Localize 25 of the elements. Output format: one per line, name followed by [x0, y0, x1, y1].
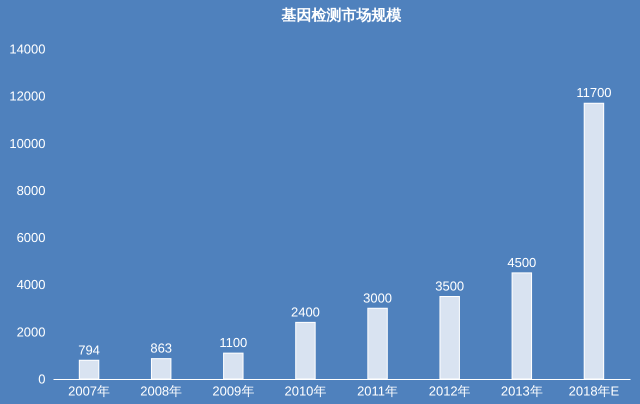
- x-tick-label: 2007年: [68, 384, 110, 398]
- x-tick-label: 2018年E: [568, 384, 620, 398]
- x-tick-label: 2008年: [140, 384, 182, 398]
- y-tick-label: 12000: [9, 88, 46, 104]
- y-tick-label: 14000: [9, 42, 46, 56]
- data-label: 3500: [435, 278, 464, 294]
- x-tick-label: 2011年: [357, 384, 398, 398]
- x-tick-label: 2012年: [428, 384, 471, 398]
- data-label: 11700: [576, 85, 612, 100]
- y-tick-label: 0: [38, 372, 46, 386]
- x-tick-label: 2009年: [212, 384, 254, 398]
- y-tick-label: 8000: [16, 182, 46, 198]
- y-tick-label: 6000: [16, 230, 46, 246]
- data-label: 863: [150, 340, 172, 356]
- y-tick-label: 10000: [9, 136, 46, 151]
- data-label: 2400: [290, 304, 320, 320]
- data-label: 794: [78, 342, 100, 358]
- y-tick-label: 2000: [16, 324, 46, 340]
- chart-title: 基因检测市场规模: [280, 6, 402, 24]
- data-label: 3000: [363, 290, 392, 306]
- x-tick-label: 2010年: [284, 384, 326, 398]
- y-tick-label: 4000: [16, 277, 46, 292]
- x-tick-label: 2013年: [500, 384, 543, 398]
- data-label: 1100: [219, 335, 248, 350]
- data-label: 4500: [507, 254, 536, 270]
